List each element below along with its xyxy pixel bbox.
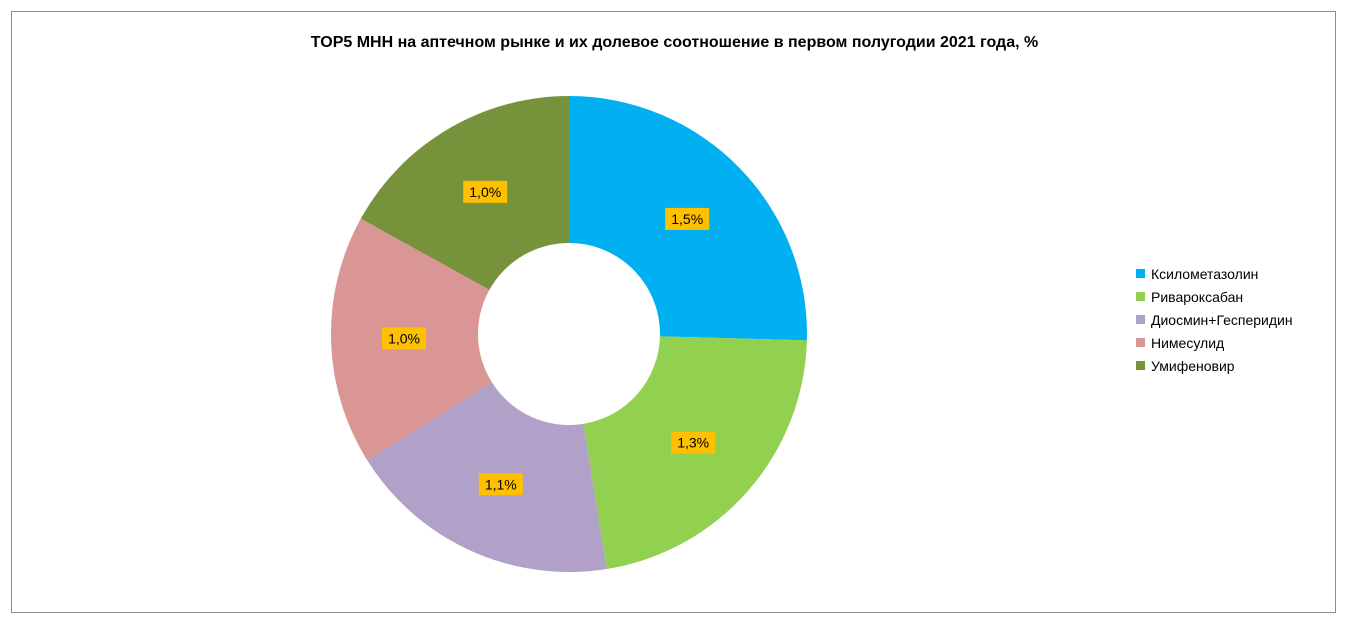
- donut-chart: 1,5% 1,3% 1,1% 1,0% 1,0%: [331, 96, 807, 572]
- data-label-2: 1,3%: [671, 431, 716, 454]
- data-label-background: [665, 207, 710, 230]
- legend-swatch: [1136, 269, 1145, 278]
- data-label-background: [478, 473, 523, 496]
- chart-frame: TOP5 МНН на аптечном рынке и их долевое …: [11, 11, 1336, 613]
- legend-item: Ривароксабан: [1136, 285, 1336, 308]
- data-label-1: 1,5%: [665, 207, 710, 230]
- data-label-3: 1,1%: [478, 473, 523, 496]
- legend-swatch: [1136, 361, 1145, 370]
- legend-label: Диосмин+Гесперидин: [1151, 311, 1293, 328]
- data-label-5: 1,0%: [463, 180, 508, 203]
- data-label-text: 1,0%: [469, 184, 501, 200]
- chart-legend: Ксилометазолин Ривароксабан Диосмин+Геспер…: [1136, 262, 1336, 377]
- data-label-text: 1,3%: [677, 435, 709, 451]
- legend-swatch: [1136, 292, 1145, 301]
- legend-label: Умифеновир: [1151, 357, 1235, 374]
- data-label-background: [671, 431, 716, 454]
- data-label-text: 1,5%: [671, 211, 703, 227]
- data-labels: 1,5% 1,3% 1,1% 1,0% 1,0%: [382, 180, 716, 496]
- legend-item: Умифеновир: [1136, 354, 1336, 377]
- legend-label: Нимесулид: [1151, 334, 1225, 351]
- data-label-background: [463, 180, 508, 203]
- legend-item: Нимесулид: [1136, 331, 1336, 354]
- data-label-text: 1,1%: [485, 476, 517, 492]
- data-label-background: [382, 327, 427, 350]
- chart-title: TOP5 МНН на аптечном рынке и их долевое …: [310, 34, 1039, 51]
- legend-item: Диосмин+Гесперидин: [1136, 308, 1336, 331]
- legend-item: Ксилометазолин: [1136, 262, 1336, 285]
- data-label-4: 1,0%: [382, 327, 427, 350]
- legend-swatch: [1136, 338, 1145, 347]
- legend-swatch: [1136, 315, 1145, 324]
- legend-label: Ксилометазолин: [1151, 265, 1259, 282]
- legend-label: Ривароксабан: [1151, 288, 1244, 305]
- data-label-text: 1,0%: [388, 330, 420, 346]
